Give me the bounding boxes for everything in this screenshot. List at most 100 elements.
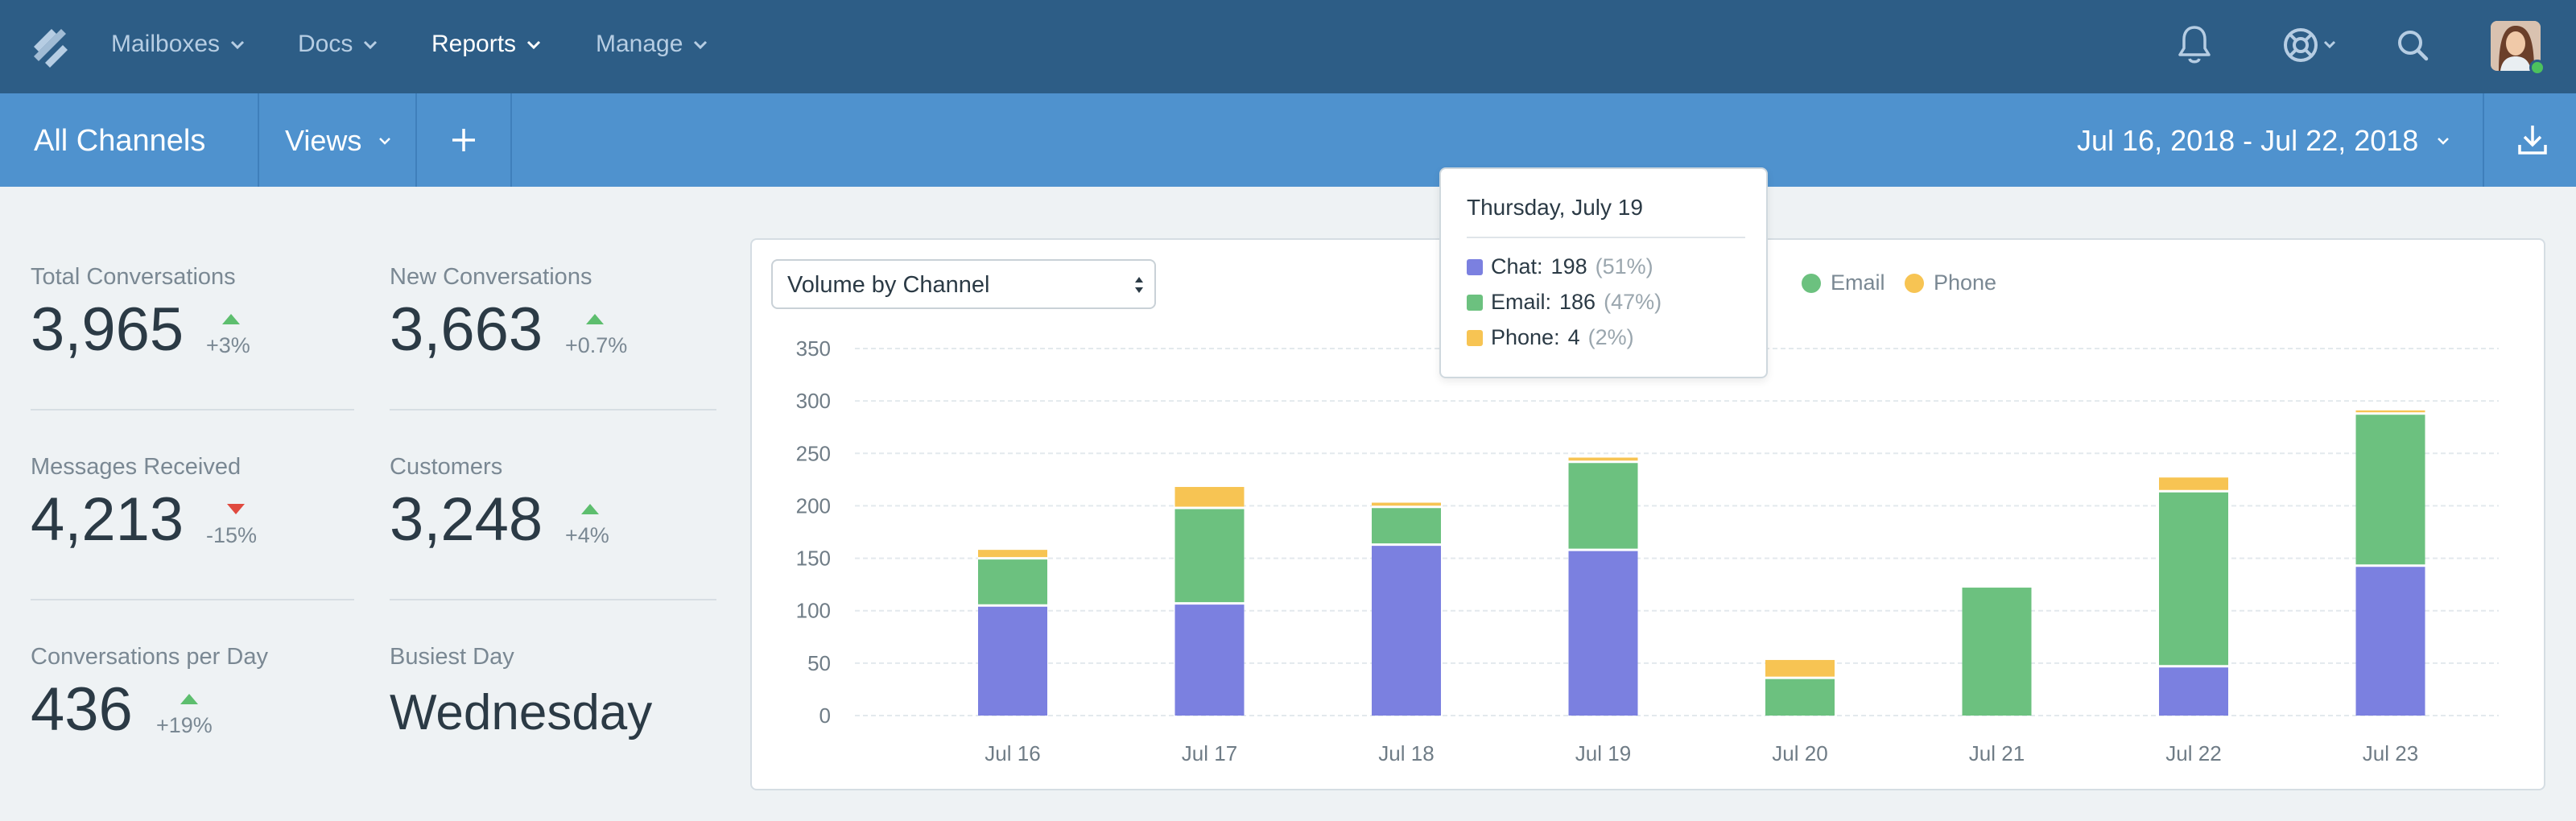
avatar[interactable]	[2491, 21, 2541, 71]
divider	[258, 93, 259, 187]
stat-delta: +0.7%	[565, 333, 628, 357]
trend-up-icon	[180, 694, 198, 704]
tooltip-title: Thursday, July 19	[1467, 195, 1643, 220]
stat-new-conversations[interactable]: New Conversations 3,663 +0.7%	[390, 264, 712, 425]
bar-segment-phone	[2159, 477, 2228, 492]
chevron-down-icon	[379, 138, 391, 145]
trend-up-icon	[222, 314, 240, 324]
bar-segment-phone	[1372, 502, 1441, 507]
chevron-down-icon	[2438, 138, 2450, 145]
x-tick-label: Jul 21	[1969, 741, 2025, 765]
nav-reports[interactable]: Reports	[431, 31, 542, 58]
x-tick-label: Jul 23	[2363, 741, 2418, 765]
divider	[31, 409, 354, 410]
online-status-dot	[2529, 60, 2545, 76]
bar-segment-phone	[1174, 486, 1245, 509]
stat-value: 4,213	[31, 485, 184, 554]
tooltip-row-email: Email: 186 (47%)	[1467, 290, 1662, 315]
y-tick-label: 250	[796, 441, 831, 465]
tooltip-row-chat: Chat: 198 (51%)	[1467, 254, 1653, 279]
bar-segment-email	[2159, 491, 2228, 666]
chart-type-select-value: Volume by Channel	[787, 272, 990, 298]
legend-phone-label: Phone	[1934, 270, 1997, 295]
download-icon[interactable]	[2515, 122, 2550, 158]
y-tick-label: 50	[807, 651, 831, 675]
search-icon[interactable]	[2396, 23, 2431, 68]
bar-segment-email	[1372, 506, 1441, 545]
legend-email-swatch	[1802, 273, 1821, 293]
bar-segment-email	[1174, 508, 1245, 604]
bar-segment-phone	[2355, 410, 2425, 414]
stat-total-conversations[interactable]: Total Conversations 3,965 +3%	[31, 264, 353, 425]
stat-delta: -15%	[206, 523, 258, 547]
trend-down-icon	[227, 504, 245, 514]
add-icon[interactable]	[448, 118, 480, 163]
date-range-label: Jul 16, 2018 - Jul 22, 2018	[2077, 124, 2419, 157]
bar-segment-chat	[1372, 544, 1441, 716]
nav-reports-label: Reports	[431, 31, 517, 57]
trend-up-icon	[581, 504, 599, 514]
helpscout-logo-icon[interactable]	[29, 24, 72, 68]
chevron-down-icon	[526, 40, 541, 50]
x-tick-label: Jul 16	[985, 741, 1040, 765]
bell-icon[interactable]	[2177, 23, 2212, 68]
tooltip-row-pct: (51%)	[1595, 254, 1653, 278]
chart-type-select[interactable]: Volume by Channel	[771, 259, 1156, 309]
bar-segment-email	[1962, 588, 2032, 716]
lifebuoy-icon[interactable]	[2280, 23, 2344, 68]
divider	[31, 599, 354, 600]
nav-mailboxes[interactable]: Mailboxes	[111, 31, 246, 58]
views-dropdown[interactable]: Views	[285, 124, 392, 158]
bar-segment-chat	[978, 605, 1047, 716]
divider	[415, 93, 417, 187]
tooltip-row-name: Email:	[1491, 290, 1552, 314]
stat-customers[interactable]: Customers 3,248 +4%	[390, 454, 712, 615]
bar-segment-email	[1568, 461, 1638, 551]
divider	[390, 409, 716, 410]
x-tick-label: Jul 18	[1378, 741, 1434, 765]
divider	[1467, 237, 1745, 238]
stat-label: Conversations per Day	[31, 644, 268, 670]
tooltip-row-value: 4	[1567, 325, 1580, 349]
stat-delta: +19%	[156, 713, 213, 737]
tooltip-row-value: 186	[1559, 290, 1596, 314]
nav-docs[interactable]: Docs	[298, 31, 378, 58]
y-tick-label: 200	[796, 493, 831, 518]
tooltip-row-name: Phone:	[1491, 325, 1560, 349]
bar-segment-phone	[1765, 659, 1835, 679]
legend-email[interactable]: Email	[1802, 270, 1885, 295]
bar-segment-chat	[1568, 550, 1638, 716]
chevron-down-icon	[694, 40, 708, 50]
bar-segment-email	[1765, 678, 1835, 716]
select-arrows-icon	[1135, 277, 1143, 293]
stat-value: 3,965	[31, 295, 184, 364]
stat-label: Total Conversations	[31, 264, 236, 290]
y-tick-label: 350	[796, 336, 831, 361]
stat-conversations-per-day[interactable]: Conversations per Day 436 +19%	[31, 644, 353, 805]
tooltip-phone-swatch	[1467, 329, 1483, 346]
volume-by-channel-chart: 0 50 100 150 200 250 300 350 Jul 16 Jul 17 Jul 18 J…	[796, 336, 2499, 765]
legend-phone[interactable]: Phone	[1905, 270, 1996, 295]
stat-value: 3,663	[390, 295, 543, 364]
stat-label: Messages Received	[31, 454, 242, 480]
chevron-down-icon	[231, 40, 245, 50]
date-range-picker[interactable]: Jul 16, 2018 - Jul 22, 2018	[2077, 124, 2450, 158]
y-tick-label: 150	[796, 547, 831, 571]
trend-up-icon	[586, 314, 604, 324]
stat-messages-received[interactable]: Messages Received 4,213 -15%	[31, 454, 353, 615]
divider	[510, 93, 512, 187]
stat-value: Wednesday	[390, 685, 653, 741]
y-tick-label: 300	[796, 389, 831, 413]
chevron-down-icon	[364, 40, 378, 50]
bar-segment-chat	[2355, 565, 2425, 716]
stat-busiest-day[interactable]: Busiest Day Wednesday	[390, 644, 728, 805]
tooltip-row-pct: (47%)	[1604, 290, 1662, 314]
nav-manage[interactable]: Manage	[596, 31, 708, 58]
bar-segment-phone	[1568, 457, 1638, 462]
y-tick-label: 0	[819, 703, 831, 728]
avatar-photo	[2491, 21, 2541, 71]
stat-value: 3,248	[390, 485, 543, 554]
legend-phone-swatch	[1905, 273, 1924, 293]
report-toolbar: All Channels Views Jul 16, 2018 - Jul 22…	[0, 93, 2576, 187]
stat-delta: +4%	[565, 523, 609, 547]
